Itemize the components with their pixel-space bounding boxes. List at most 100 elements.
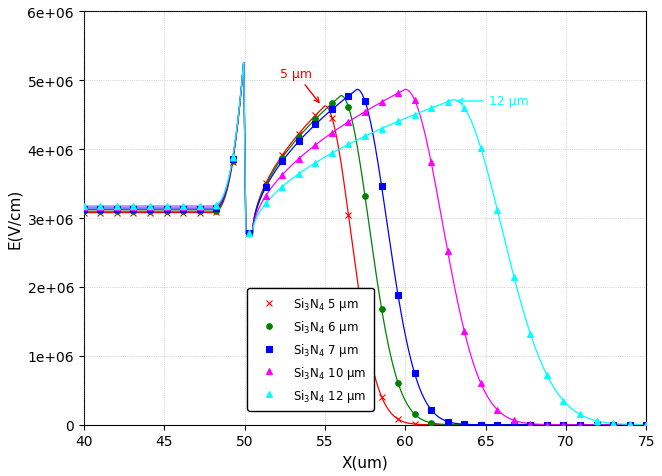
Si$_3$N$_4$ 5 μm: [129, 210, 137, 216]
Si$_3$N$_4$ 12 μm: [80, 203, 88, 209]
Si$_3$N$_4$ 10 μm: [592, 422, 600, 428]
Si$_3$N$_4$ 6 μm: [526, 422, 534, 428]
Si$_3$N$_4$ 12 μm: [146, 203, 154, 209]
Si$_3$N$_4$ 5 μm: [394, 416, 402, 422]
Si$_3$N$_4$ 6 μm: [295, 135, 303, 140]
Si$_3$N$_4$ 10 μm: [97, 205, 105, 210]
Si$_3$N$_4$ 5 μm: [477, 422, 485, 428]
Si$_3$N$_4$ 6 μm: [559, 422, 567, 428]
Si$_3$N$_4$ 7 μm: [80, 207, 88, 213]
Si$_3$N$_4$ 7 μm: [129, 207, 137, 213]
Si$_3$N$_4$ 12 μm: [344, 142, 352, 148]
Si$_3$N$_4$ 7 μm: [344, 94, 352, 99]
Si$_3$N$_4$ 12 μm: [246, 231, 254, 237]
Si$_3$N$_4$ 12 μm: [493, 208, 501, 213]
Si$_3$N$_4$ 10 μm: [477, 380, 485, 386]
Si$_3$N$_4$ 6 μm: [146, 209, 154, 215]
Si$_3$N$_4$ 6 μm: [626, 422, 634, 428]
Si$_3$N$_4$ 6 μm: [113, 209, 121, 215]
Line: Si$_3$N$_4$ 6 μm: Si$_3$N$_4$ 6 μm: [81, 101, 649, 427]
Si$_3$N$_4$ 12 μm: [113, 203, 121, 209]
Si$_3$N$_4$ 12 μm: [311, 160, 319, 166]
Si$_3$N$_4$ 10 μm: [609, 422, 617, 428]
X-axis label: X(um): X(um): [342, 454, 389, 469]
Si$_3$N$_4$ 6 μm: [278, 156, 286, 161]
Si$_3$N$_4$ 5 μm: [80, 210, 88, 216]
Si$_3$N$_4$ 5 μm: [444, 422, 451, 428]
Si$_3$N$_4$ 10 μm: [510, 417, 518, 423]
Si$_3$N$_4$ 10 μm: [228, 156, 236, 162]
Si$_3$N$_4$ 5 μm: [576, 422, 584, 428]
Si$_3$N$_4$ 5 μm: [196, 210, 204, 216]
Si$_3$N$_4$ 5 μm: [328, 116, 336, 121]
Si$_3$N$_4$ 5 μm: [410, 421, 418, 427]
Si$_3$N$_4$ 10 μm: [559, 422, 567, 428]
Si$_3$N$_4$ 7 μm: [295, 139, 303, 145]
Si$_3$N$_4$ 12 μm: [129, 203, 137, 209]
Si$_3$N$_4$ 6 μm: [97, 209, 105, 215]
Si$_3$N$_4$ 5 μm: [113, 210, 121, 216]
Si$_3$N$_4$ 12 μm: [477, 146, 485, 151]
Si$_3$N$_4$ 5 μm: [179, 210, 187, 216]
Si$_3$N$_4$ 7 μm: [543, 422, 551, 428]
Si$_3$N$_4$ 12 μm: [526, 331, 534, 337]
Si$_3$N$_4$ 7 μm: [394, 293, 402, 298]
Si$_3$N$_4$ 6 μm: [129, 209, 137, 215]
Si$_3$N$_4$ 6 μm: [344, 105, 352, 110]
Si$_3$N$_4$ 12 μm: [576, 412, 584, 417]
Si$_3$N$_4$ 10 μm: [394, 91, 402, 97]
Si$_3$N$_4$ 5 μm: [261, 181, 269, 187]
Si$_3$N$_4$ 10 μm: [163, 205, 171, 210]
Si$_3$N$_4$ 7 μm: [246, 231, 254, 237]
Si$_3$N$_4$ 10 μm: [129, 205, 137, 210]
Si$_3$N$_4$ 5 μm: [626, 422, 634, 428]
Si$_3$N$_4$ 7 μm: [460, 422, 468, 427]
Si$_3$N$_4$ 5 μm: [97, 210, 105, 216]
Si$_3$N$_4$ 6 μm: [576, 422, 584, 428]
Si$_3$N$_4$ 5 μm: [228, 159, 236, 165]
Si$_3$N$_4$ 6 μm: [642, 422, 650, 428]
Si$_3$N$_4$ 10 μm: [642, 422, 650, 428]
Si$_3$N$_4$ 12 μm: [328, 151, 336, 157]
Si$_3$N$_4$ 12 μm: [592, 418, 600, 424]
Si$_3$N$_4$ 6 μm: [592, 422, 600, 428]
Si$_3$N$_4$ 6 μm: [493, 422, 501, 428]
Si$_3$N$_4$ 6 μm: [510, 422, 518, 428]
Si$_3$N$_4$ 10 μm: [526, 421, 534, 426]
Si$_3$N$_4$ 12 μm: [427, 106, 435, 112]
Si$_3$N$_4$ 10 μm: [196, 205, 204, 210]
Si$_3$N$_4$ 6 μm: [477, 422, 485, 428]
Si$_3$N$_4$ 10 μm: [543, 422, 551, 427]
Si$_3$N$_4$ 7 μm: [146, 207, 154, 213]
Si$_3$N$_4$ 10 μm: [146, 205, 154, 210]
Si$_3$N$_4$ 5 μm: [246, 231, 254, 237]
Si$_3$N$_4$ 5 μm: [510, 422, 518, 428]
Si$_3$N$_4$ 12 μm: [261, 201, 269, 207]
Si$_3$N$_4$ 10 μm: [576, 422, 584, 428]
Si$_3$N$_4$ 6 μm: [394, 380, 402, 386]
Si$_3$N$_4$ 12 μm: [179, 203, 187, 209]
Si$_3$N$_4$ 5 μm: [361, 327, 369, 333]
Si$_3$N$_4$ 5 μm: [344, 212, 352, 218]
Si$_3$N$_4$ 12 μm: [510, 274, 518, 280]
Si$_3$N$_4$ 5 μm: [526, 422, 534, 428]
Si$_3$N$_4$ 10 μm: [410, 98, 418, 104]
Si$_3$N$_4$ 6 μm: [212, 208, 220, 214]
Si$_3$N$_4$ 12 μm: [97, 203, 105, 209]
Si$_3$N$_4$ 7 μm: [97, 207, 105, 213]
Si$_3$N$_4$ 6 μm: [361, 194, 369, 199]
Si$_3$N$_4$ 7 μm: [493, 422, 501, 428]
Si$_3$N$_4$ 12 μm: [642, 422, 650, 427]
Text: 12 μm: 12 μm: [458, 95, 528, 108]
Si$_3$N$_4$ 12 μm: [196, 203, 204, 209]
Si$_3$N$_4$ 12 μm: [460, 106, 468, 111]
Si$_3$N$_4$ 12 μm: [361, 134, 369, 140]
Si$_3$N$_4$ 12 μm: [609, 421, 617, 426]
Si$_3$N$_4$ 6 μm: [444, 422, 451, 427]
Si$_3$N$_4$ 7 μm: [196, 207, 204, 213]
Si$_3$N$_4$ 5 μm: [592, 422, 600, 428]
Si$_3$N$_4$ 7 μm: [361, 99, 369, 105]
Si$_3$N$_4$ 7 μm: [377, 184, 385, 190]
Si$_3$N$_4$ 7 μm: [328, 108, 336, 113]
Y-axis label: E(V/cm): E(V/cm): [7, 188, 22, 249]
